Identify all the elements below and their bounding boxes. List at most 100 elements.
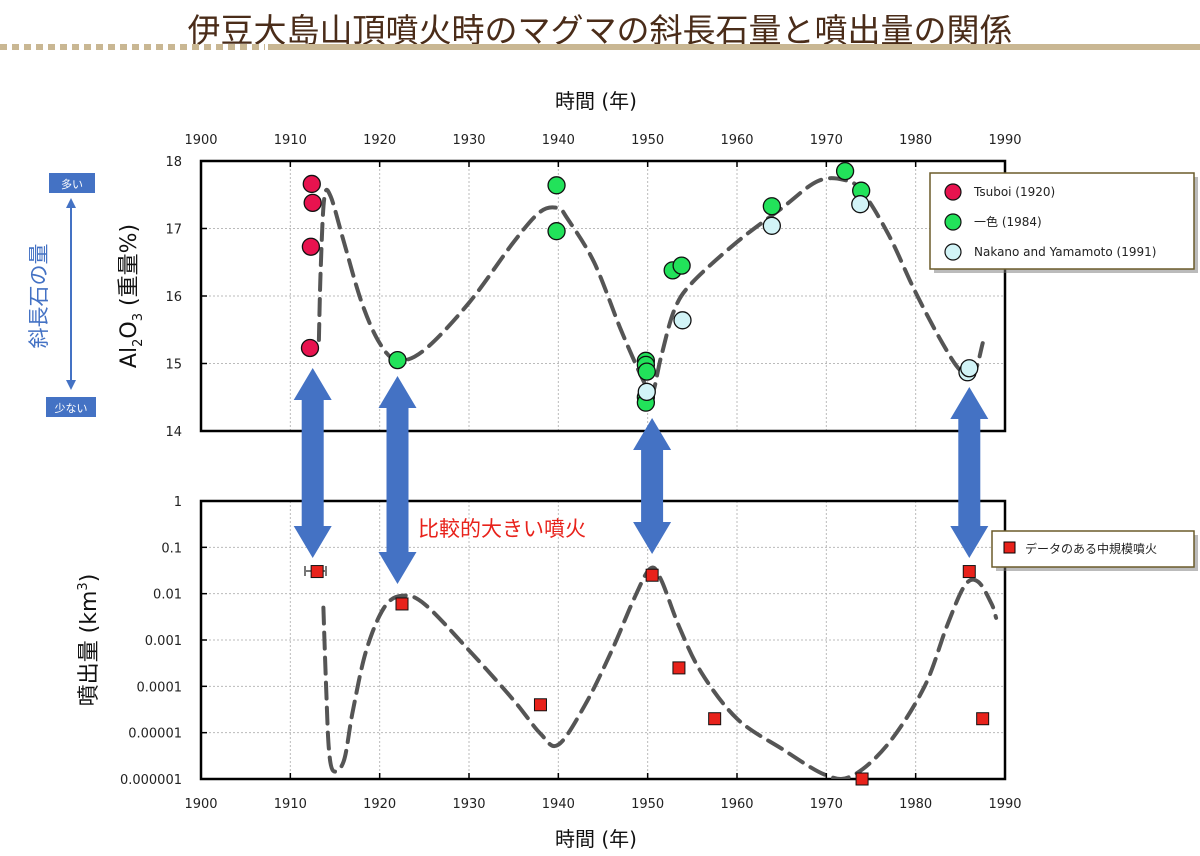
bottom-x-tick-label: 1920 [363, 797, 396, 812]
bottom-y-tick-label: 0.1 [161, 541, 182, 556]
bottom-legend: データのある中規模噴火 [991, 530, 1198, 571]
side-badge-bottom-label: 少ない [55, 402, 88, 415]
title-rule-dots [0, 44, 265, 50]
top-y-tick-label: 17 [165, 223, 182, 238]
bottom-x-tick-label: 1970 [810, 797, 843, 812]
bottom-y-tick-label: 1 [174, 495, 182, 510]
title-rule-line [268, 44, 1200, 50]
top-point-series-2 [762, 216, 781, 235]
bottom-point [645, 568, 659, 582]
top-y-tick-label: 18 [165, 155, 182, 170]
top-legend-label-2: Nakano and Yamamoto (1991) [974, 245, 1156, 259]
top-y-tick-label: 14 [165, 425, 182, 440]
double-arrow-1 [378, 376, 417, 584]
bottom-x-tick-label: 1940 [542, 797, 575, 812]
side-indicator: 多い 少ない 斜長石の量 [27, 173, 96, 417]
bottom-point [708, 712, 722, 726]
double-arrow-2 [633, 418, 672, 554]
top-x-tick-label: 1900 [184, 133, 217, 148]
top-x-tick-label: 1980 [899, 133, 932, 148]
side-badge-top [49, 173, 95, 193]
top-point-series-0 [300, 338, 320, 358]
bottom-legend-label: データのある中規模噴火 [1025, 541, 1157, 556]
top-point-series-0 [302, 174, 321, 194]
double-arrow-3 [950, 387, 989, 558]
top-y-tick-label: 16 [165, 290, 182, 305]
top-data-points [300, 161, 979, 412]
side-arrow-head-down [66, 380, 76, 390]
top-legend-label-0: Tsuboi (1920) [973, 185, 1055, 199]
top-point-series-1 [672, 256, 691, 275]
top-legend-label-1: 一色 (1984) [974, 215, 1042, 229]
bottom-point [672, 661, 686, 675]
bottom-data-points [310, 565, 990, 786]
top-x-tick-label: 1950 [631, 133, 664, 148]
bottom-point [976, 712, 990, 726]
bottom-x-tick-label: 1930 [452, 797, 485, 812]
bottom-x-tick-label: 1990 [988, 797, 1021, 812]
top-point-series-1 [637, 362, 656, 381]
bottom-y-tick-label: 0.00001 [128, 727, 182, 742]
top-point-series-2 [673, 311, 692, 330]
top-legend-marker-0 [944, 183, 962, 201]
top-x-tick-label: 1910 [274, 133, 307, 148]
bottom-point [962, 565, 976, 579]
top-legend-box [929, 172, 1195, 270]
top-point-series-1 [835, 161, 855, 181]
top-x-tick-label: 1930 [452, 133, 485, 148]
top-y-axis-title: Al2O3 (重量%) [117, 224, 146, 368]
bottom-x-tick-label: 1980 [899, 797, 932, 812]
top-y-tick-label: 15 [165, 358, 182, 373]
bottom-point [855, 772, 869, 786]
bottom-y-tick-label: 0.000001 [120, 773, 182, 788]
bottom-legend-marker [1003, 541, 1016, 554]
top-point-series-1 [547, 176, 566, 195]
top-point-series-2 [637, 382, 656, 402]
annotation-text: 比較的大きい噴火 [418, 517, 586, 541]
top-point-series-2 [960, 359, 979, 378]
top-point-series-0 [301, 237, 321, 256]
bottom-trend-curve [321, 565, 999, 779]
bottom-y-tick-label: 0.001 [145, 634, 182, 649]
bottom-x-ticks: 1900 1910 1920 1930 1940 1950 1960 1970 1980 1990 [184, 773, 1022, 812]
bottom-x-tick-label: 1950 [631, 797, 664, 812]
top-point-series-0 [303, 193, 322, 213]
top-point-series-1 [547, 222, 566, 241]
bottom-x-tick-label: 1960 [720, 797, 753, 812]
title-rule [0, 44, 1200, 50]
top-x-tick-label: 1990 [988, 133, 1021, 148]
top-point-series-2 [851, 195, 870, 214]
side-badge-top-label: 多い [61, 177, 83, 191]
top-point-series-1 [762, 197, 781, 216]
bottom-y-axis-title: 噴出量 (km3) [76, 574, 102, 707]
top-x-tick-label: 1960 [720, 133, 753, 148]
top-trend-curve [316, 176, 985, 397]
bottom-x-axis-title: 時間 (年) [555, 827, 637, 851]
top-x-tick-label: 1920 [363, 133, 396, 148]
double-arrow-0 [293, 368, 332, 558]
top-legend-marker-2 [944, 243, 962, 261]
top-x-ticks: 1900 1910 1920 1930 1940 1950 1960 1970 1980 1990 [184, 133, 1021, 148]
bottom-y-ticks: 0.000001 0.00001 0.0001 0.001 0.01 0.1 1 [120, 495, 207, 788]
bottom-y-tick-label: 0.0001 [137, 680, 183, 695]
top-x-tick-label: 1970 [810, 133, 843, 148]
bottom-point [533, 698, 547, 712]
side-indicator-label: 斜長石の量 [27, 244, 51, 349]
page-title: 伊豆大島山頂噴火時のマグマの斜長石量と噴出量の関係 [187, 11, 1013, 50]
bottom-point [310, 565, 324, 579]
top-point-series-1 [388, 350, 407, 370]
top-legend-marker-1 [944, 213, 962, 231]
bottom-point [395, 597, 409, 611]
annotation-arrows [293, 368, 989, 584]
bottom-x-tick-label: 1910 [274, 797, 307, 812]
top-legend: Tsuboi (1920) 一色 (1984) Nakano and Yamamot… [929, 172, 1198, 273]
top-x-axis-title: 時間 (年) [555, 89, 637, 113]
top-y-ticks: 14 15 16 17 18 [165, 155, 1006, 440]
bottom-x-tick-label: 1900 [184, 797, 217, 812]
top-x-tick-label: 1940 [542, 133, 575, 148]
side-badge-bottom [46, 397, 96, 417]
bottom-legend-box [991, 530, 1195, 568]
bottom-y-tick-label: 0.01 [153, 588, 182, 603]
side-arrow-head-up [66, 198, 76, 208]
